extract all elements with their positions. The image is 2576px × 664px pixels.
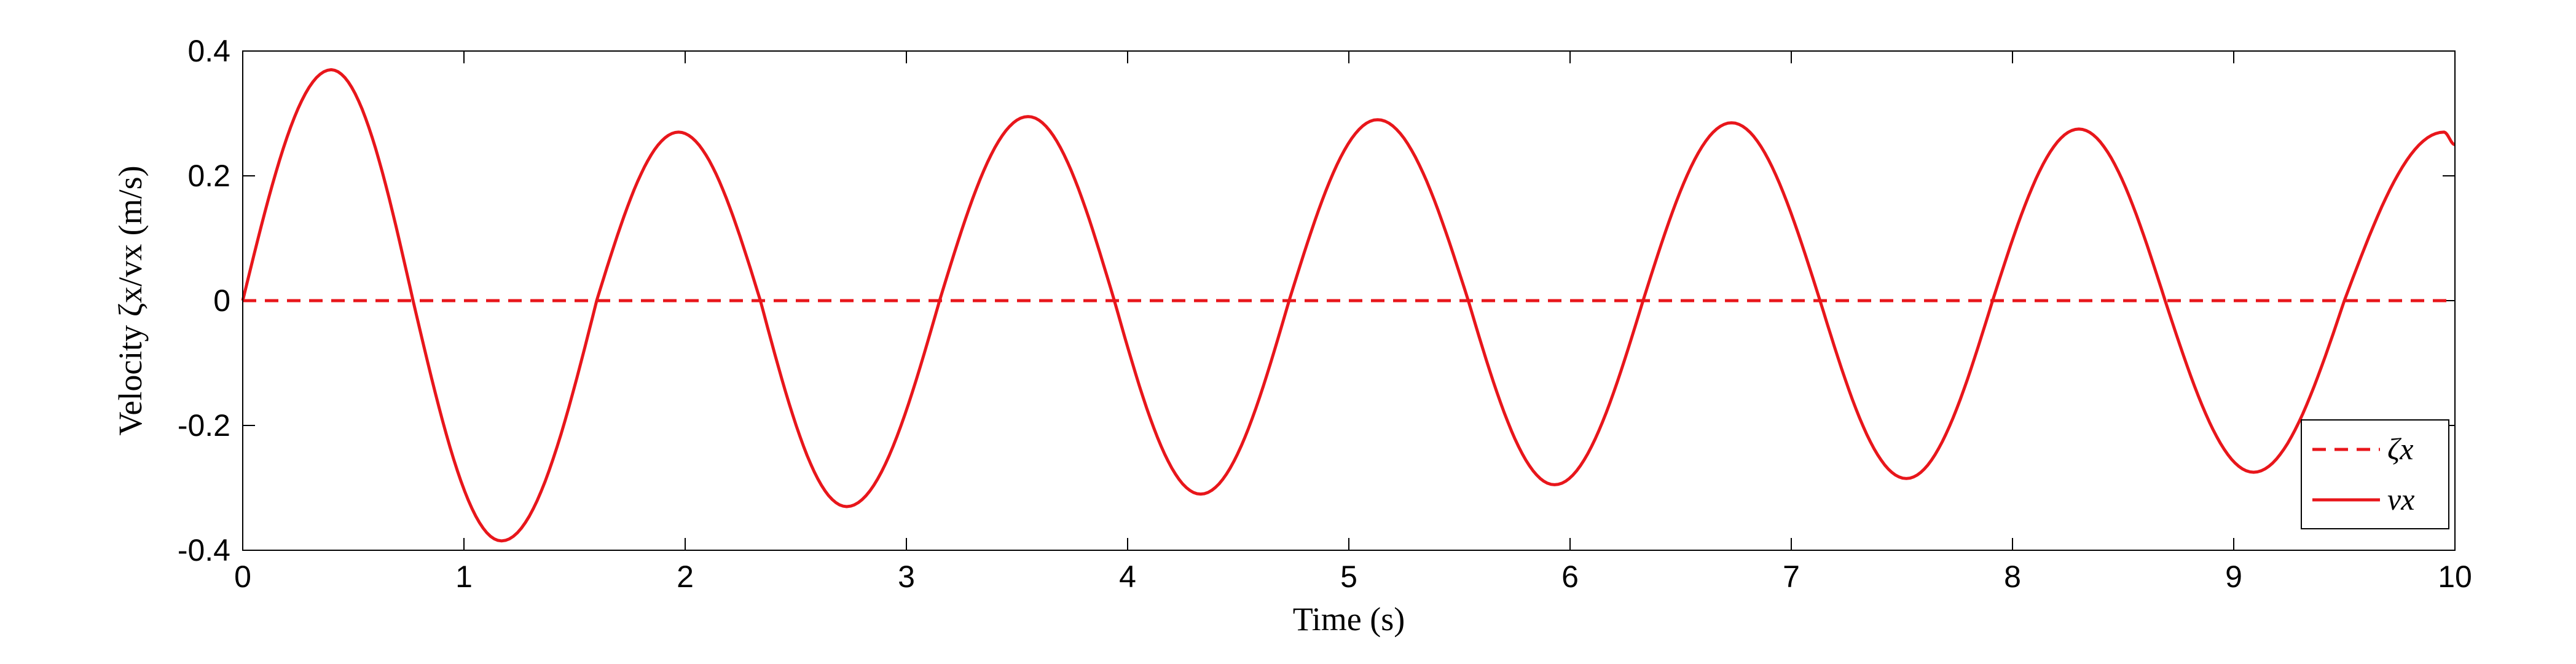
y-tick-label: -0.2 bbox=[178, 408, 230, 443]
series-layer bbox=[241, 68, 2456, 543]
legend: ζx vx bbox=[2301, 419, 2449, 529]
y-tick-label: -0.4 bbox=[178, 533, 230, 567]
y-tick-label: 0.2 bbox=[187, 159, 230, 193]
legend-label: vx bbox=[2387, 482, 2414, 516]
x-axis-label: Time (s) bbox=[1293, 601, 1405, 638]
x-tick-label: 8 bbox=[2004, 559, 2021, 594]
x-tick-label: 6 bbox=[1561, 559, 1579, 594]
x-tick-label: 10 bbox=[2438, 559, 2472, 594]
series-v-x-line bbox=[241, 68, 2456, 543]
x-axis-ticks: 0 1 2 3 4 5 6 7 8 9 10 bbox=[234, 51, 2472, 594]
x-tick-label: 9 bbox=[2225, 559, 2242, 594]
x-tick-label: 5 bbox=[1340, 559, 1357, 594]
y-tick-label: 0.4 bbox=[187, 34, 230, 68]
x-tick-label: 0 bbox=[234, 559, 251, 594]
legend-box bbox=[2301, 419, 2449, 529]
axes-frame bbox=[242, 50, 2456, 551]
legend-label: ζx bbox=[2387, 432, 2413, 466]
y-axis-label: Velocity ζx/vx (m/s) bbox=[112, 165, 149, 435]
y-tick-label: 0 bbox=[213, 283, 230, 318]
x-tick-label: 7 bbox=[1783, 559, 1800, 594]
x-tick-label: 1 bbox=[455, 559, 473, 594]
x-tick-label: 4 bbox=[1119, 559, 1136, 594]
x-tick-label: 3 bbox=[898, 559, 915, 594]
x-tick-label: 2 bbox=[677, 559, 694, 594]
